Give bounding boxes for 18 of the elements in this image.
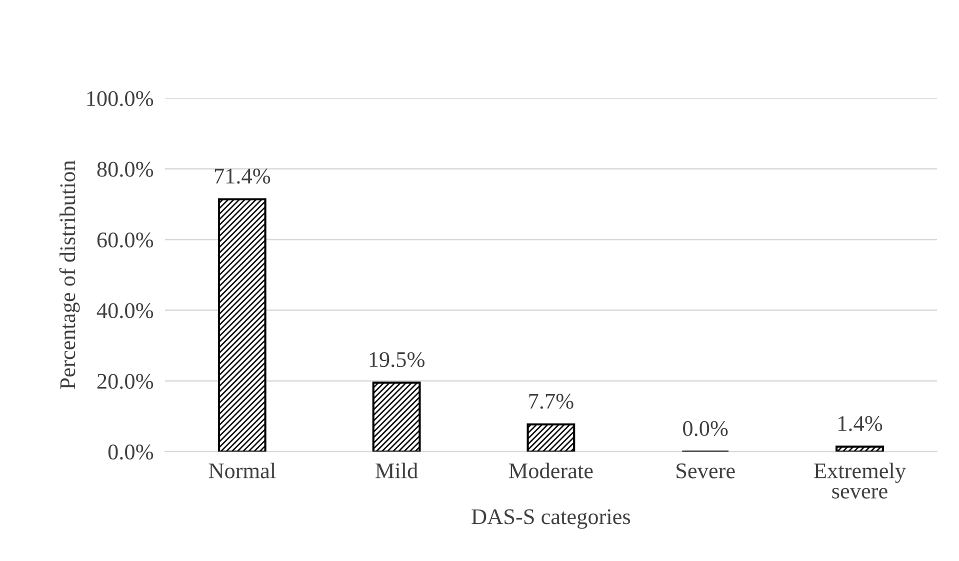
y-tick-label: 40.0% xyxy=(96,303,154,318)
x-tick-label: Normal xyxy=(208,462,276,478)
x-tick-label: Severe xyxy=(676,463,735,478)
data-label: 19.5% xyxy=(370,352,424,368)
x-tick-label: Moderate xyxy=(509,462,593,478)
y-tick-label: 60.0% xyxy=(97,232,154,248)
y-tick-label: 80.0% xyxy=(97,162,154,177)
x-tick-label: Mild xyxy=(376,462,418,478)
data-label: 0.0% xyxy=(683,420,728,436)
data-label: 1.4% xyxy=(838,416,882,432)
y-tick-label: 100.0% xyxy=(87,91,154,106)
data-label: 71.4% xyxy=(214,168,270,184)
x-tick-label: Extremely severe xyxy=(814,462,906,499)
x-axis-title: DAS-S categories xyxy=(472,509,630,529)
data-label: 7.7% xyxy=(529,394,574,409)
y-tick-label: 20.0% xyxy=(97,374,154,389)
y-tick-label: 0.0% xyxy=(108,444,154,460)
y-axis-title: Percentage of distribution xyxy=(59,160,80,390)
